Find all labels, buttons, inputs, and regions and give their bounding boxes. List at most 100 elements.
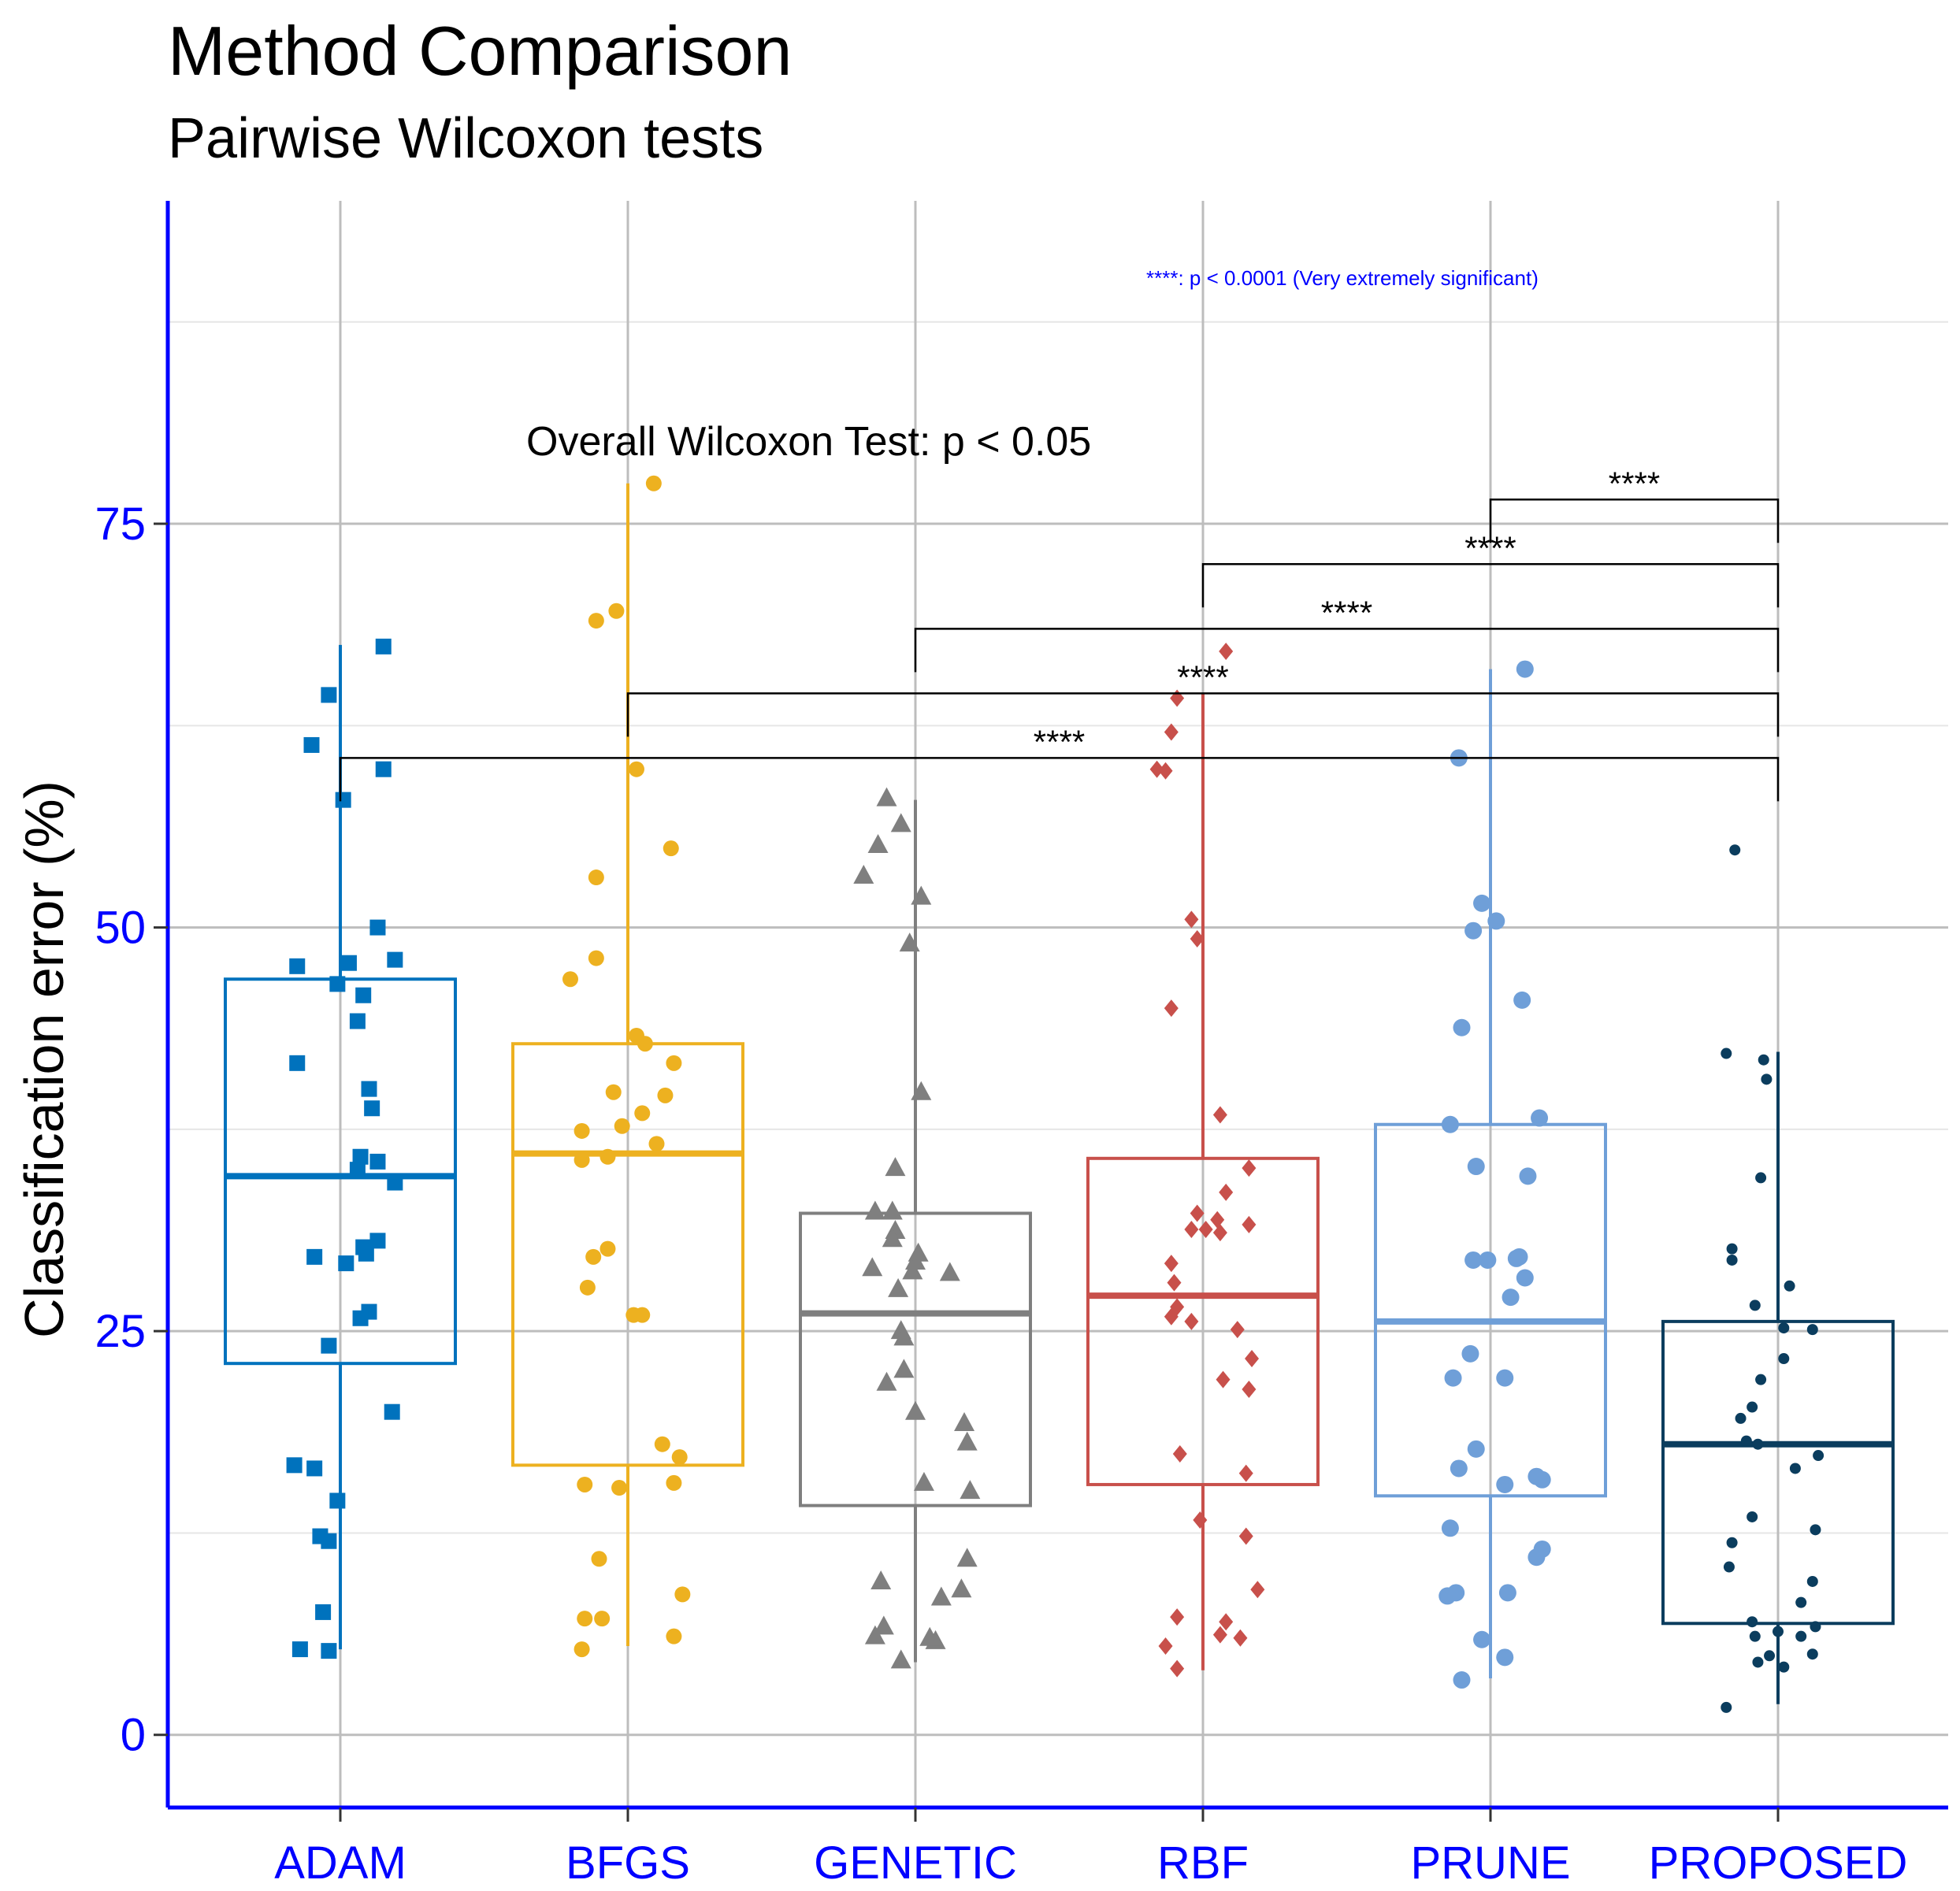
data-point	[1749, 1300, 1761, 1311]
data-point	[1473, 894, 1491, 912]
data-point	[1806, 1324, 1818, 1336]
data-point	[954, 1412, 975, 1432]
data-point	[876, 787, 897, 806]
data-point	[1464, 1251, 1483, 1269]
y-tick-label: 25	[95, 1306, 146, 1357]
data-point	[1510, 1248, 1528, 1266]
data-point	[369, 1153, 386, 1170]
data-point	[1721, 1047, 1732, 1059]
data-point	[919, 1626, 941, 1646]
data-point	[1516, 1269, 1534, 1287]
bracket-label: ****	[1034, 723, 1085, 760]
data-point	[1795, 1596, 1807, 1608]
data-point	[628, 761, 644, 777]
x-tick-label: RBF	[1157, 1837, 1249, 1889]
data-point	[349, 1162, 366, 1178]
data-point	[671, 1449, 688, 1466]
data-point	[1519, 1167, 1537, 1185]
significance-brackets: ********************	[339, 465, 1780, 802]
data-point	[1198, 1221, 1213, 1239]
data-point	[588, 950, 604, 966]
data-point	[291, 1641, 308, 1658]
data-point	[608, 603, 625, 619]
data-point	[588, 869, 604, 886]
data-point	[577, 1611, 593, 1627]
data-point	[1726, 1243, 1738, 1255]
series-bfgs	[511, 475, 744, 1658]
data-point	[579, 1279, 596, 1296]
x-tick-label: BFGS	[566, 1837, 690, 1889]
data-point	[384, 1403, 400, 1420]
data-point	[913, 1471, 934, 1491]
data-point	[885, 1157, 906, 1177]
data-point	[1761, 1073, 1773, 1085]
data-point	[867, 834, 889, 854]
data-point	[574, 1641, 590, 1658]
data-point	[1242, 1215, 1257, 1233]
data-point	[1219, 1183, 1234, 1201]
bracket-prune	[1489, 499, 1780, 543]
data-point	[600, 1148, 616, 1165]
data-point	[289, 958, 306, 974]
data-point	[349, 1013, 366, 1029]
data-point	[1513, 991, 1531, 1009]
data-point	[1250, 1581, 1265, 1599]
data-point	[1190, 1204, 1205, 1222]
bracket-label: ****	[1609, 465, 1660, 502]
data-point	[1806, 1575, 1818, 1587]
data-point	[1212, 1626, 1227, 1644]
data-point	[1498, 1584, 1516, 1602]
data-point	[645, 475, 662, 491]
data-point	[654, 1436, 670, 1452]
data-point	[1764, 1650, 1776, 1662]
data-point	[1806, 1648, 1818, 1660]
data-point	[352, 1310, 369, 1326]
data-point	[1242, 1159, 1257, 1177]
data-point	[956, 1548, 978, 1567]
data-point	[1755, 1374, 1767, 1385]
data-point	[666, 1055, 682, 1071]
data-point	[1473, 1630, 1491, 1648]
data-point	[1749, 1630, 1761, 1642]
data-point	[1450, 1459, 1468, 1478]
data-point	[1531, 1109, 1549, 1127]
data-point	[1789, 1463, 1801, 1474]
data-point	[358, 1245, 374, 1262]
data-point	[1233, 1629, 1248, 1647]
data-point	[1219, 643, 1234, 661]
data-point	[1453, 1018, 1471, 1036]
data-point	[1149, 760, 1164, 778]
data-point	[1479, 1251, 1497, 1269]
data-point	[588, 613, 604, 629]
data-point	[1164, 999, 1179, 1018]
data-point	[1170, 1659, 1185, 1678]
data-point	[888, 1277, 909, 1297]
data-point	[1778, 1322, 1790, 1334]
data-point	[352, 1148, 369, 1165]
data-point	[911, 885, 932, 905]
series-adam	[224, 638, 457, 1659]
chart-title: Method Comparison	[168, 12, 793, 90]
data-point	[369, 919, 386, 936]
data-point	[289, 1055, 306, 1071]
data-point	[1238, 1464, 1253, 1482]
data-point	[375, 638, 392, 654]
data-point	[873, 1615, 894, 1635]
data-point	[1164, 1255, 1179, 1273]
data-point	[663, 840, 679, 857]
data-point	[1721, 1701, 1732, 1713]
data-point	[594, 1611, 611, 1627]
data-point	[1184, 910, 1199, 929]
chart-subtitle: Pairwise Wilcoxon tests	[168, 107, 764, 170]
series-genetic	[799, 787, 1032, 1669]
data-point	[882, 1200, 903, 1220]
data-point	[321, 1337, 337, 1354]
data-point	[951, 1578, 972, 1598]
data-point	[905, 1400, 926, 1420]
data-point	[1461, 1344, 1479, 1363]
data-point	[1167, 1274, 1182, 1292]
box	[1374, 1122, 1607, 1498]
y-axis-label: Classification error (%)	[13, 781, 75, 1338]
data-point	[1528, 1467, 1546, 1485]
data-point	[315, 1604, 332, 1620]
